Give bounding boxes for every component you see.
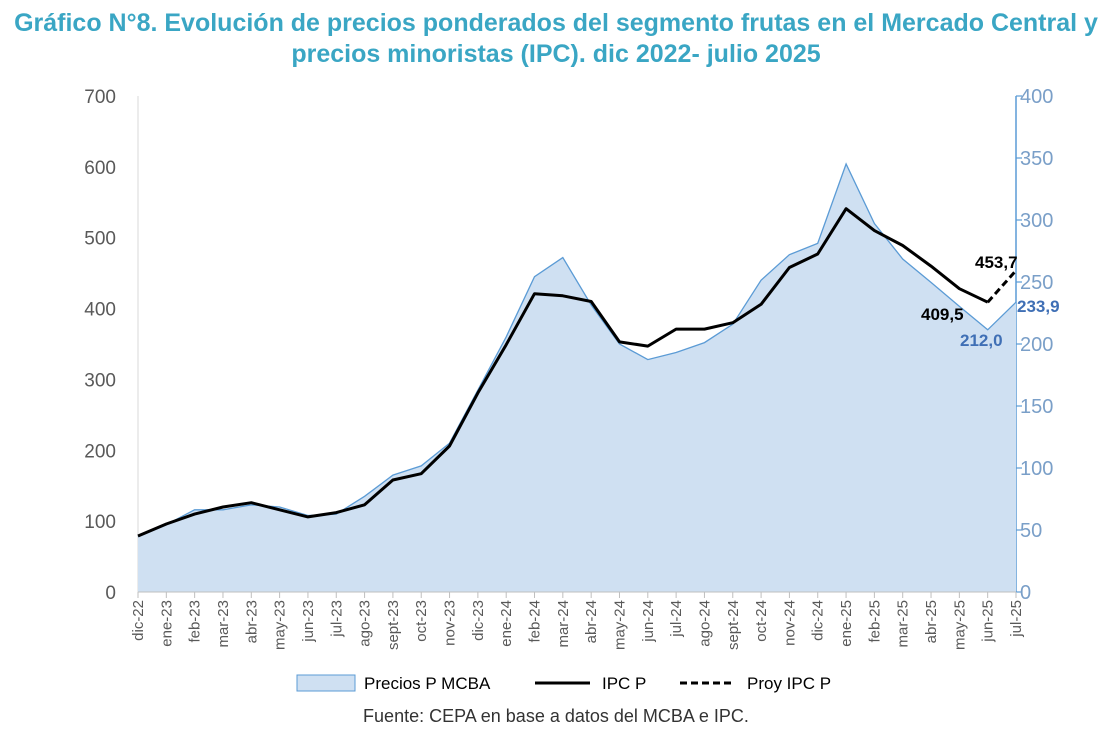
x-tick-label: nov-23	[442, 600, 459, 646]
y-left-tick-label: 700	[84, 87, 116, 108]
x-tick-label: dic-23	[470, 600, 487, 641]
y-right-tick-label: 0	[1020, 582, 1031, 604]
x-tick-label: mar-24	[555, 600, 572, 648]
x-axis: dic-22 ene-23 feb-23 mar-23 abr-23 may-23 jun-…	[130, 592, 1025, 650]
page-title: Gráfico N°8. Evolución de precios ponder…	[14, 9, 1098, 68]
x-tick-label: jul-23	[328, 600, 345, 638]
y-right-tick-label: 100	[1020, 458, 1053, 480]
y-right-tick-label: 300	[1020, 210, 1053, 232]
legend: Precios P MCBA IPC P Proy IPC P	[296, 674, 831, 693]
y-left-tick-label: 0	[105, 583, 116, 604]
annotations: 453,7 409,5 233,9 212,0	[921, 253, 1060, 350]
legend-label-ipc: IPC P	[602, 674, 646, 693]
data-label: 409,5	[921, 305, 964, 324]
data-label: 212,0	[960, 331, 1003, 350]
data-label: 453,7	[975, 253, 1018, 272]
x-tick-label: may-25	[951, 600, 968, 650]
left-axis: 0 100 200 300 400 500 600 700	[84, 87, 139, 604]
series-ipc-line	[137, 207, 989, 538]
x-tick-label: sept-23	[385, 600, 402, 650]
x-tick-label: oct-23	[413, 600, 430, 642]
data-label: 233,9	[1017, 297, 1060, 316]
x-tick-label: abr-24	[583, 600, 600, 643]
x-tick-label: jun-25	[980, 600, 997, 643]
x-tick-label: feb-24	[527, 600, 544, 643]
x-tick-label: mar-25	[895, 600, 912, 648]
x-tick-label: ago-24	[696, 600, 713, 647]
y-right-tick-label: 400	[1020, 86, 1053, 108]
y-left-tick-label: 400	[84, 300, 116, 321]
x-tick-label: abr-25	[923, 600, 940, 643]
y-left-tick-label: 500	[84, 229, 116, 250]
x-tick-label: dic-24	[810, 600, 827, 641]
x-tick-label: sept-24	[725, 600, 742, 650]
y-left-tick-label: 600	[84, 158, 116, 179]
y-right-tick-label: 250	[1020, 272, 1053, 294]
x-tick-label: dic-22	[130, 600, 147, 641]
legend-label-proy-ipc: Proy IPC P	[747, 674, 831, 693]
x-tick-label: feb-25	[866, 600, 883, 643]
series-precios-mcba-line	[137, 162, 1017, 538]
legend-swatch-precios-mcba	[296, 674, 356, 692]
x-tick-label: abr-23	[243, 600, 260, 643]
x-tick-label: jun-23	[300, 600, 317, 643]
x-tick-label: nov-24	[781, 600, 798, 646]
y-right-tick-label: 150	[1020, 396, 1053, 418]
x-tick-label: mar-23	[215, 600, 232, 648]
source-note: Fuente: CEPA en base a datos del MCBA e …	[363, 706, 749, 726]
x-tick-label: may-23	[272, 600, 289, 650]
x-tick-label: oct-24	[753, 600, 770, 642]
series-proy-ipc-line	[986, 269, 1018, 304]
x-tick-label: ago-23	[357, 600, 374, 647]
right-axis: 0 50 100 150 200 250 300 350 400	[1015, 86, 1053, 604]
y-right-tick-label: 50	[1020, 520, 1042, 542]
x-tick-label: jun-24	[640, 600, 657, 643]
y-left-tick-label: 100	[84, 512, 116, 533]
plot-area	[137, 162, 1018, 593]
x-tick-label: ene-24	[498, 600, 515, 647]
series-precios-mcba-area	[138, 164, 1016, 592]
x-tick-label: ene-25	[838, 600, 855, 647]
y-left-tick-label: 300	[84, 370, 116, 391]
x-tick-label: ene-23	[158, 600, 175, 647]
x-tick-label: feb-23	[187, 600, 204, 643]
y-left-tick-label: 200	[84, 441, 116, 462]
legend-label-precios-mcba: Precios P MCBA	[364, 674, 491, 693]
x-tick-label: jul-25	[1008, 600, 1025, 638]
x-tick-label: may-24	[611, 600, 628, 650]
y-right-tick-label: 350	[1020, 148, 1053, 170]
y-right-tick-label: 200	[1020, 334, 1053, 356]
x-tick-label: jul-24	[668, 600, 685, 638]
